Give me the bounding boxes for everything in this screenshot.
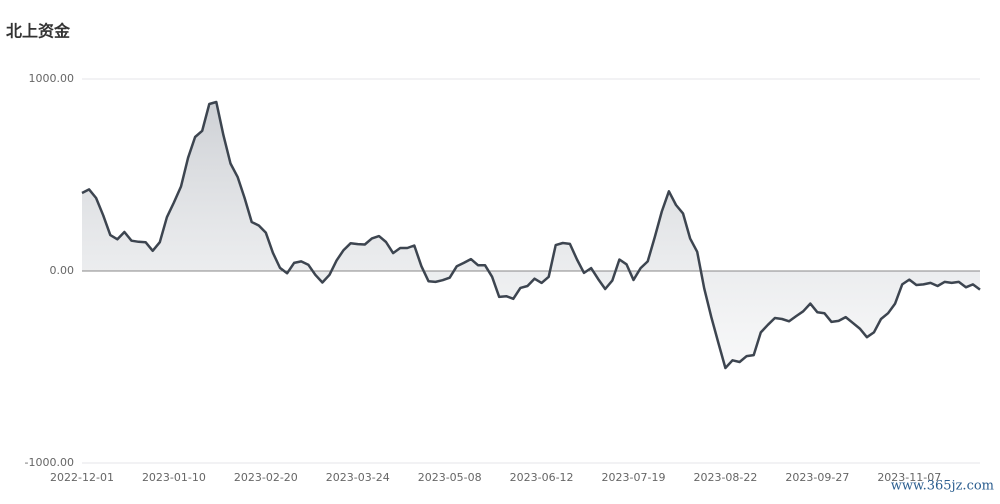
x-tick-label: 2023-05-08 [418,471,482,484]
x-tick-label: 2023-09-27 [785,471,849,484]
x-tick-label: 2023-01-10 [142,471,206,484]
x-tick-label: 2023-11-07 [877,471,941,484]
x-tick-label: 2023-08-22 [693,471,757,484]
line [81,100,981,370]
x-tick-label: 2022-12-01 [50,471,114,484]
watermark: www.365jz.com [891,479,994,494]
x-tick-label: 2023-03-24 [326,471,390,484]
y-tick-label: 1000.00 [29,72,75,85]
area-fill [82,102,980,368]
x-tick-label: 2023-06-12 [510,471,574,484]
y-tick-label: -1000.00 [25,456,74,469]
y-tick-label: 0.00 [50,264,75,277]
x-tick-label: 2023-07-19 [602,471,666,484]
x-tick-label: 2023-02-20 [234,471,298,484]
chart-title: 北上资金 [6,22,71,41]
